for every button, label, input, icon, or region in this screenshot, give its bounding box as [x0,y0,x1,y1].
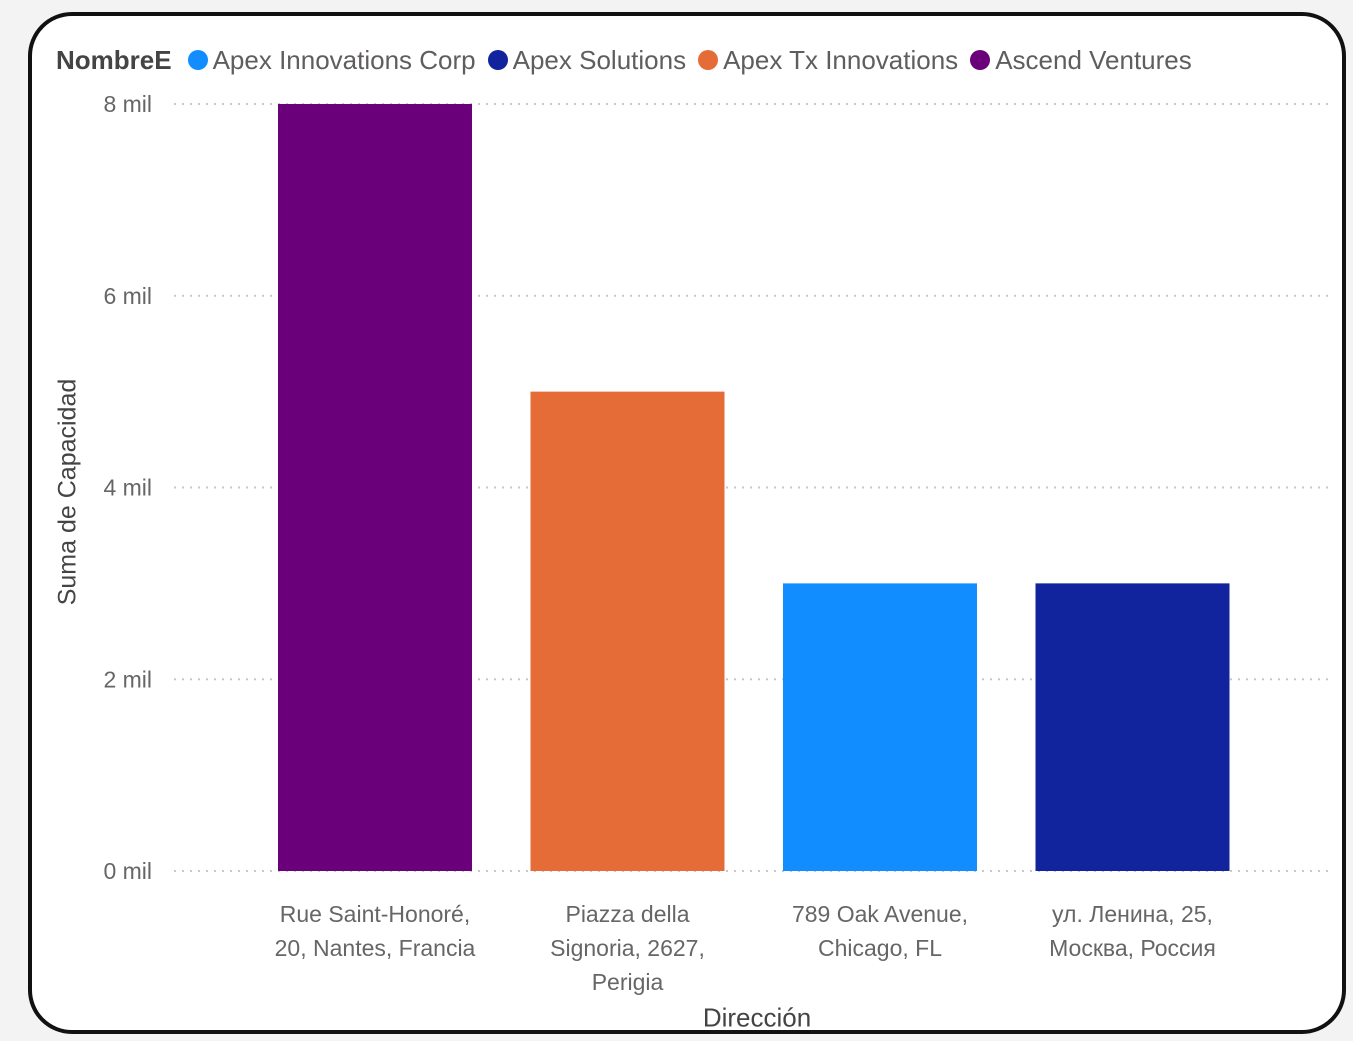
x-category-label: Piazza della [565,901,689,927]
legend-item-apex-solutions[interactable]: Apex Solutions [487,44,687,76]
x-category-label: 789 Oak Avenue, [792,901,968,927]
y-tick-label: 4 mil [103,475,152,501]
legend-marker [487,50,508,70]
legend-item-ascend-ventures[interactable]: Ascend Ventures [970,45,1192,76]
legend-marker [187,50,208,70]
x-category-label: Chicago, FL [818,935,942,961]
bar[interactable] [278,104,472,871]
legend-item-apex-innovations-corp[interactable]: Apex Innovations Corp [187,44,476,76]
legend: NombreE Apex Innovations Corp Apex Solut… [56,44,1204,76]
x-category-label: Rue Saint-Honoré, [280,901,471,927]
x-category-label: Signoria, 2627, [550,935,705,961]
x-category-label: ул. Ленина, 25, [1052,901,1213,927]
x-axis-title: Dirección [702,1002,812,1033]
y-tick-label: 0 mil [103,858,152,884]
y-tick-label: 2 mil [103,666,152,692]
y-tick-label: 6 mil [103,283,152,309]
legend-marker [698,50,719,70]
legend-item-apex-tx-innovations[interactable]: Apex Tx Innovations [698,45,958,76]
bar[interactable] [783,583,977,871]
legend-item-label: Ascend Ventures [995,44,1192,75]
x-category-label: 20, Nantes, Francia [275,935,476,961]
bar-chart-plot: 0 mil 2 mil 4 mil 6 mil 8 mil Rue Saint-Honor… [103,91,1330,995]
bar[interactable] [530,391,725,871]
x-category-label: Perigia [592,969,664,995]
legend-item-label: Apex Tx Innovations [723,44,959,75]
chart-card: NombreE Apex Innovations Corp Apex Solut… [28,12,1346,1034]
y-tick-label: 8 mil [103,91,152,117]
legend-marker [970,50,991,70]
bar[interactable] [1035,583,1230,871]
legend-item-label: Apex Solutions [512,44,687,75]
legend-item-label: Apex Innovations Corp [212,44,476,75]
legend-title: NombreE [56,44,172,75]
x-category-label: Москва, Россия [1049,935,1216,961]
